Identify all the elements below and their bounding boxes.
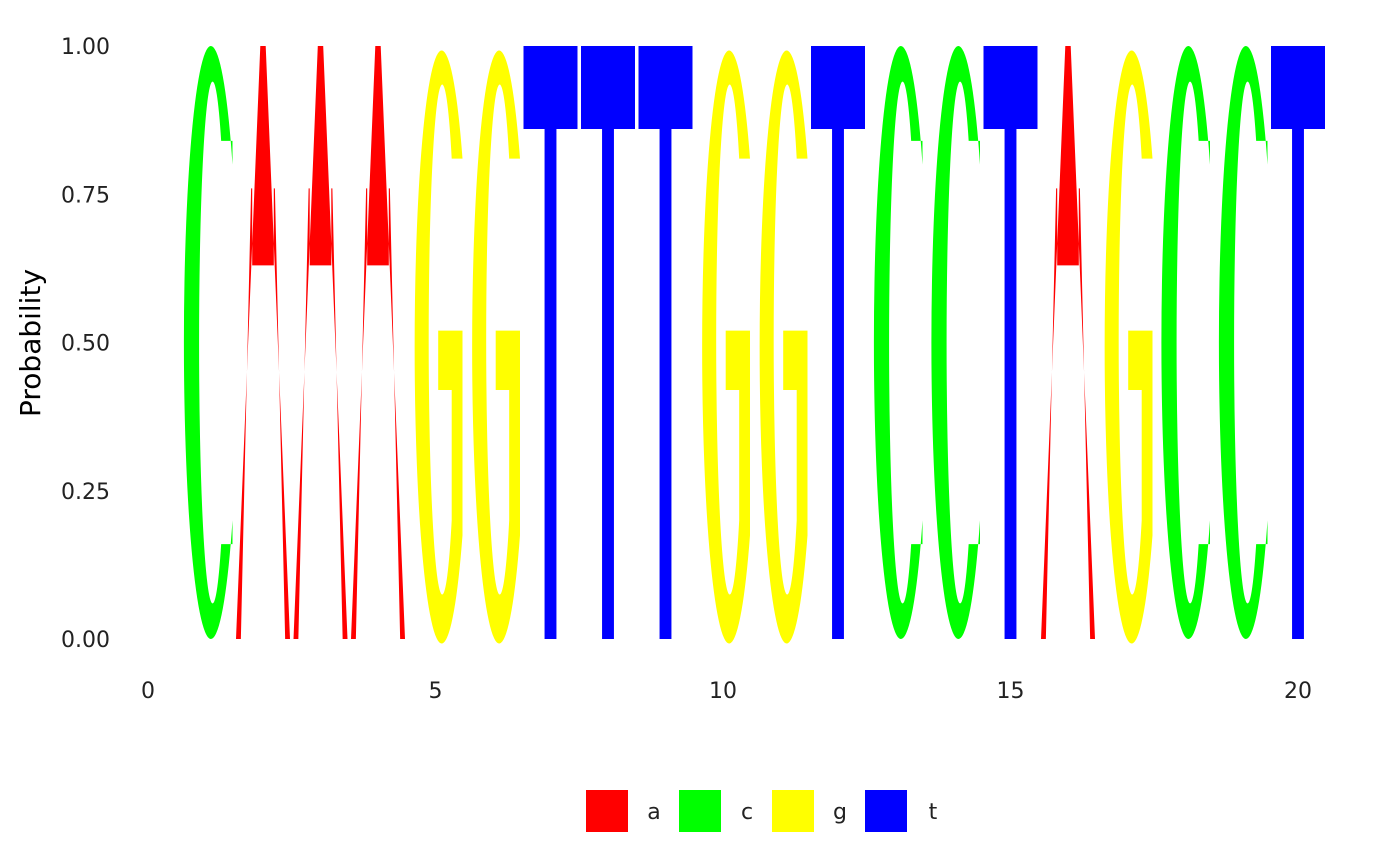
y-tick-label: 1.00 bbox=[61, 35, 110, 60]
logo-letter-g-pos-17 bbox=[1104, 50, 1153, 644]
legend-swatch-a bbox=[586, 790, 628, 832]
legend-label-c: c bbox=[741, 800, 753, 825]
y-tick-label: 0.75 bbox=[61, 183, 110, 208]
legend-label-g: g bbox=[833, 800, 847, 825]
logo-letter-t-pos-9 bbox=[638, 46, 693, 639]
logo-letter-t-pos-12 bbox=[811, 46, 865, 639]
legend-swatch-t bbox=[865, 790, 907, 832]
logo-letter-g-pos-5 bbox=[414, 50, 463, 644]
x-tick-label: 10 bbox=[709, 679, 737, 704]
logo-letter-t-pos-20 bbox=[1271, 46, 1325, 639]
logo-letter-g-pos-10 bbox=[702, 50, 750, 644]
y-tick-label: 0.50 bbox=[61, 332, 110, 357]
logo-letters bbox=[183, 46, 1325, 644]
logo-letter-a-pos-2 bbox=[236, 46, 290, 639]
logo-letter-c-pos-13 bbox=[873, 46, 923, 639]
x-tick-label: 20 bbox=[1284, 679, 1312, 704]
logo-letter-t-pos-15 bbox=[983, 46, 1038, 639]
legend-label-t: t bbox=[929, 800, 938, 825]
y-tick-label: 0.25 bbox=[61, 480, 110, 505]
logo-letter-g-pos-6 bbox=[472, 50, 520, 644]
legend-swatch-g bbox=[772, 790, 814, 832]
logo-letter-a-pos-16 bbox=[1041, 46, 1095, 639]
y-tick-label: 0.00 bbox=[61, 628, 110, 653]
logo-letter-a-pos-3 bbox=[293, 46, 348, 639]
logo-letter-c-pos-1 bbox=[183, 46, 233, 639]
logo-letter-c-pos-14 bbox=[931, 46, 980, 639]
logo-letter-t-pos-7 bbox=[523, 46, 578, 639]
y-axis-title: Probability bbox=[14, 269, 47, 417]
x-tick-label: 5 bbox=[429, 679, 443, 704]
legend-swatch-c bbox=[679, 790, 721, 832]
logo-letter-a-pos-4 bbox=[351, 46, 405, 639]
x-tick-label: 15 bbox=[997, 679, 1025, 704]
legend-label-a: a bbox=[647, 800, 660, 825]
logo-letter-g-pos-11 bbox=[759, 50, 808, 644]
logo-letter-c-pos-19 bbox=[1218, 46, 1268, 639]
logo-letter-c-pos-18 bbox=[1161, 46, 1210, 639]
logo-letter-t-pos-8 bbox=[581, 46, 635, 639]
x-axis-tick-labels: 0 5 10 15 20 bbox=[141, 679, 1312, 704]
x-tick-label: 0 bbox=[141, 679, 155, 704]
y-axis-tick-labels: 0.00 0.25 0.50 0.75 1.00 bbox=[61, 35, 110, 653]
